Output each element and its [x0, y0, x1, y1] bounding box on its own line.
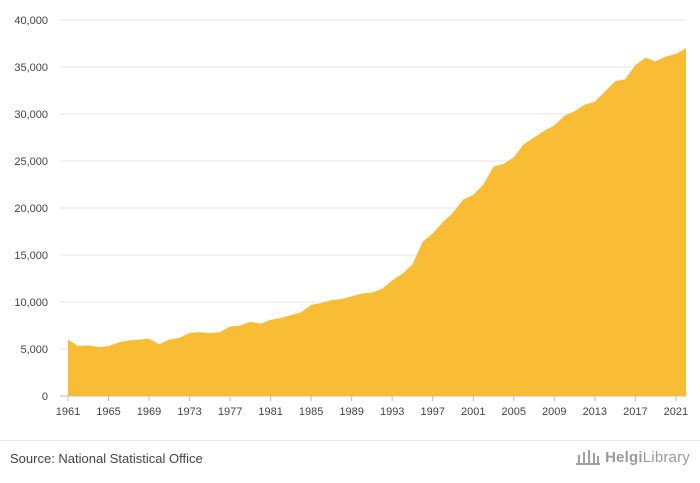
y-tick-label: 10,000 — [14, 297, 48, 309]
area-series — [68, 48, 686, 396]
y-tick-label: 40,000 — [14, 15, 48, 27]
x-axis-ticks: 1961 1965 1969 1973 1977 1981 1985 1989 1993 1997… — [56, 396, 688, 418]
x-tick-label: 1965 — [96, 406, 120, 418]
bank-building-icon — [576, 450, 601, 465]
y-tick-label: 25,000 — [14, 156, 48, 168]
brand-name-bold: Helgi — [605, 448, 643, 466]
y-tick-label: 15,000 — [14, 250, 48, 262]
x-tick-label: 1981 — [258, 406, 282, 418]
area-fill — [68, 48, 686, 396]
x-tick-label: 2005 — [502, 406, 526, 418]
x-tick-label: 2021 — [664, 406, 688, 418]
x-tick-label: 1993 — [380, 406, 404, 418]
x-tick-label: 1961 — [56, 406, 80, 418]
y-tick-label: 30,000 — [14, 109, 48, 121]
x-tick-label: 1985 — [299, 406, 323, 418]
x-tick-label: 1997 — [420, 406, 444, 418]
x-tick-label: 1973 — [177, 406, 201, 418]
x-tick-label: 1977 — [218, 406, 242, 418]
brand-name: HelgiLibrary — [605, 449, 690, 466]
x-tick-label: 2001 — [461, 406, 485, 418]
footer-divider — [0, 440, 700, 441]
x-tick-label: 2017 — [623, 406, 647, 418]
x-tick-label: 2009 — [542, 406, 566, 418]
brand-logo: HelgiLibrary — [575, 448, 690, 466]
x-tick-label: 1969 — [137, 406, 161, 418]
y-tick-label: 5,000 — [20, 344, 48, 356]
y-axis-ticks: 0 5,000 10,000 15,000 20,000 25,000 30,000 35,0… — [14, 15, 48, 403]
area-chart: 0 5,000 10,000 15,000 20,000 25,000 30,000 35,0… — [14, 15, 688, 418]
y-tick-label: 0 — [42, 391, 48, 403]
brand-name-rest: Library — [642, 448, 690, 466]
source-note: Source: National Statistical Office — [10, 451, 203, 466]
x-tick-label: 2013 — [583, 406, 607, 418]
y-tick-label: 20,000 — [14, 203, 48, 215]
y-tick-label: 35,000 — [14, 62, 48, 74]
x-tick-label: 1989 — [339, 406, 363, 418]
